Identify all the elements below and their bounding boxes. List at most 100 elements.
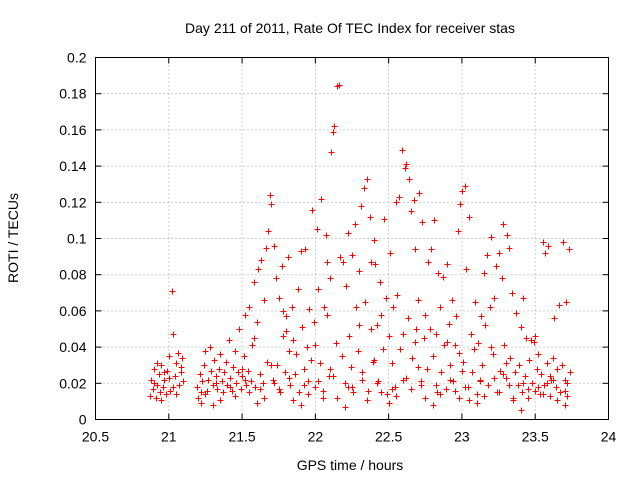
data-point — [330, 129, 337, 136]
data-point — [345, 230, 352, 237]
data-point — [523, 335, 530, 342]
data-point — [472, 299, 479, 306]
x-axis-label: GPS time / hours — [297, 457, 404, 473]
data-point — [219, 378, 226, 385]
data-point — [350, 389, 357, 396]
data-point — [389, 386, 396, 393]
data-point — [491, 375, 498, 382]
data-point — [356, 268, 363, 275]
data-point — [474, 391, 481, 398]
data-point — [428, 246, 435, 253]
data-point — [292, 371, 299, 378]
data-point — [328, 149, 335, 156]
data-point — [510, 395, 517, 402]
data-point — [487, 304, 494, 311]
y-tick-label: 0.04 — [59, 339, 86, 355]
data-point — [387, 250, 394, 257]
data-point — [389, 360, 396, 367]
data-point — [198, 389, 205, 396]
data-point — [506, 245, 513, 252]
data-point — [378, 389, 385, 396]
data-point — [179, 355, 186, 362]
data-point — [493, 263, 500, 270]
data-point — [343, 283, 350, 290]
data-point — [312, 384, 319, 391]
data-point — [280, 308, 287, 315]
data-point — [160, 384, 167, 391]
data-point — [239, 366, 246, 373]
x-tick-label: 21.5 — [228, 429, 255, 445]
data-point — [241, 353, 248, 360]
data-point — [550, 355, 557, 362]
data-point — [251, 335, 258, 342]
data-point — [383, 295, 390, 302]
data-point — [327, 275, 334, 282]
data-point — [531, 339, 538, 346]
data-point — [469, 369, 476, 376]
data-point — [353, 304, 360, 311]
data-point — [295, 286, 302, 293]
data-point — [345, 384, 352, 391]
data-point — [267, 192, 274, 199]
data-point — [532, 388, 539, 395]
data-point — [327, 366, 334, 373]
data-point — [296, 389, 303, 396]
data-point — [468, 331, 475, 338]
data-point — [217, 351, 224, 358]
y-tick-label: 0 — [79, 412, 87, 428]
data-point — [475, 340, 482, 347]
data-point — [499, 275, 506, 282]
data-point — [501, 342, 508, 349]
y-tick-label: 0.2 — [67, 50, 87, 66]
data-point — [411, 197, 418, 204]
data-point — [424, 366, 431, 373]
data-point — [444, 261, 451, 268]
data-point — [290, 337, 297, 344]
data-point — [236, 326, 243, 333]
data-point — [446, 321, 453, 328]
data-point — [301, 382, 308, 389]
data-point — [516, 362, 523, 369]
data-point — [223, 359, 230, 366]
data-point — [173, 360, 180, 367]
data-point — [488, 234, 495, 241]
data-point — [513, 310, 520, 317]
data-point — [430, 402, 437, 409]
data-point — [534, 366, 541, 373]
data-point — [422, 312, 429, 319]
data-point — [286, 348, 293, 355]
data-point — [154, 360, 161, 367]
data-point — [450, 378, 457, 385]
data-point — [364, 397, 371, 404]
grid-lines — [95, 57, 609, 420]
axis-ticks — [95, 57, 609, 420]
data-point — [299, 324, 306, 331]
data-point — [496, 250, 503, 257]
data-point — [518, 324, 525, 331]
data-point — [540, 239, 547, 246]
data-point — [359, 377, 366, 384]
data-point — [399, 147, 406, 154]
data-point — [221, 369, 228, 376]
data-point — [230, 364, 237, 371]
x-tick-label: 21 — [161, 429, 177, 445]
data-point — [227, 384, 234, 391]
data-point — [164, 368, 171, 375]
data-point — [412, 246, 419, 253]
y-tick-label: 0.18 — [59, 86, 86, 102]
data-point — [479, 362, 486, 369]
y-axis-label: ROTI / TECUs — [5, 193, 21, 283]
data-point — [201, 362, 208, 369]
data-point — [199, 378, 206, 385]
data-point — [176, 382, 183, 389]
data-point — [403, 161, 410, 168]
data-point — [268, 362, 275, 369]
data-point — [264, 359, 271, 366]
data-point — [274, 362, 281, 369]
data-point — [342, 380, 349, 387]
data-point — [520, 380, 527, 387]
data-point — [311, 319, 318, 326]
data-point — [355, 348, 362, 355]
data-point — [302, 246, 309, 253]
data-point — [249, 342, 256, 349]
